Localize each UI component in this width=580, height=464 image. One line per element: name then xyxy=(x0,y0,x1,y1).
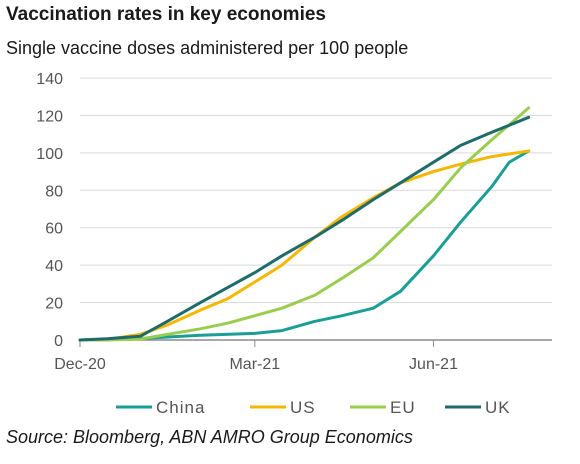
legend-label-us: US xyxy=(290,398,316,417)
legend-label-eu: EU xyxy=(390,398,416,417)
source-note: Source: Bloomberg, ABN AMRO Group Econom… xyxy=(6,427,413,447)
grid-lines xyxy=(80,77,552,341)
y-tick-label: 40 xyxy=(45,258,63,275)
x-tick-label: Mar-21 xyxy=(229,356,280,373)
x-tick-label: Dec-20 xyxy=(54,356,106,373)
y-tick-label: 140 xyxy=(36,71,63,88)
y-tick-label: 0 xyxy=(54,333,63,350)
series-line-china xyxy=(78,149,531,342)
x-axis-ticks: Dec-20 Mar-21 Jun-21 xyxy=(54,340,458,373)
y-tick-label: 60 xyxy=(45,221,63,238)
y-tick-label: 120 xyxy=(36,108,63,125)
y-tick-label: 100 xyxy=(36,146,63,163)
legend: China US EU UK xyxy=(116,398,511,417)
series-line-eu xyxy=(78,106,531,342)
chart-subtitle: Single vaccine doses administered per 10… xyxy=(6,38,409,58)
legend-label-china: China xyxy=(156,398,205,417)
series-lines xyxy=(78,106,531,342)
legend-label-uk: UK xyxy=(485,398,511,417)
chart-title: Vaccination rates in key economies xyxy=(6,4,326,25)
series-line-us xyxy=(78,149,531,342)
series-line-uk xyxy=(78,115,531,342)
x-tick-label: Jun-21 xyxy=(409,356,458,373)
y-tick-label: 80 xyxy=(45,183,63,200)
y-tick-label: 20 xyxy=(45,296,63,313)
y-axis-ticks: 0 20 40 60 80 100 120 140 xyxy=(36,71,63,350)
